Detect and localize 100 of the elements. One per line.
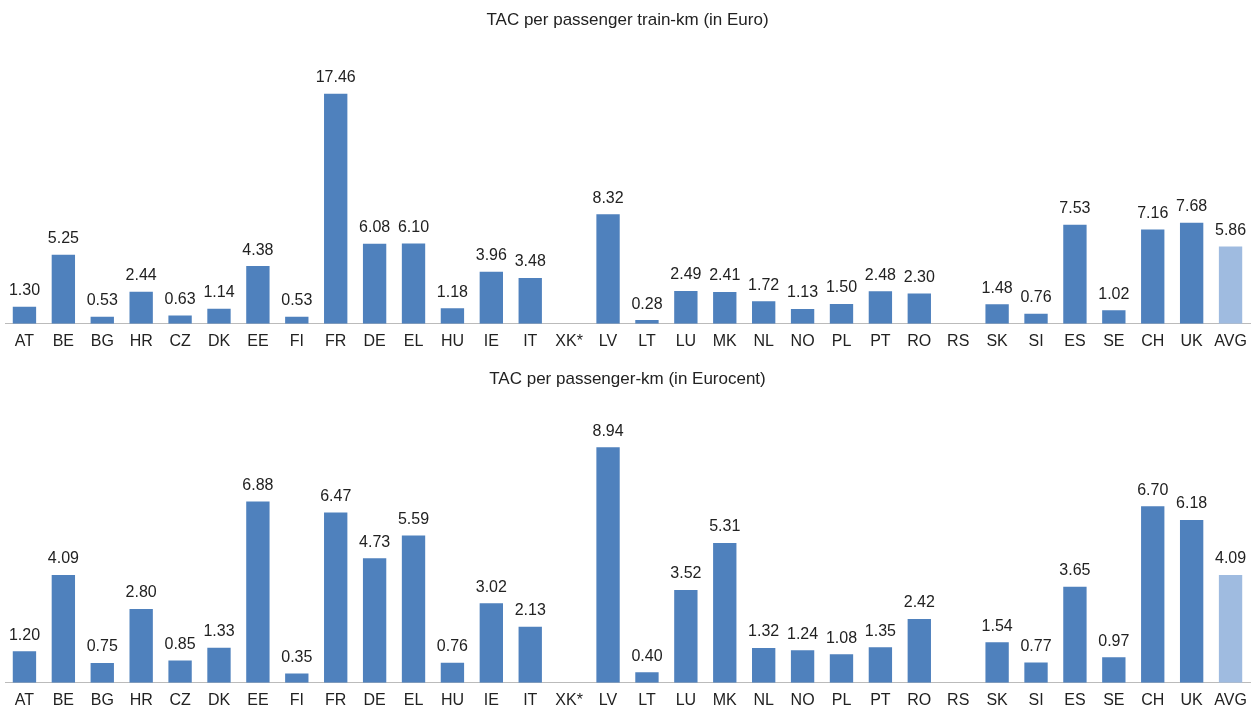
data-label: 3.65: [1059, 561, 1091, 579]
bar: [362, 243, 387, 324]
x-tick-label: AVG: [1214, 331, 1247, 349]
x-tick-label: XK*: [555, 690, 583, 708]
bar: [90, 663, 114, 683]
bar: [596, 447, 620, 683]
x-tick-label: EL: [403, 690, 424, 708]
chart-title: TAC per passenger-km (in Eurocent): [489, 368, 766, 388]
x-tick-label: HR: [129, 331, 153, 349]
x-tick-label: BE: [52, 690, 75, 708]
data-label: 1.30: [8, 281, 41, 299]
x-tick-label: UK: [1180, 690, 1204, 708]
bar: [790, 308, 815, 324]
bar: [207, 308, 231, 324]
x-tick-label: RS: [947, 331, 970, 349]
data-label: 0.40: [631, 646, 663, 664]
x-tick-label: FI: [289, 331, 304, 349]
x-tick-label: CH: [1141, 331, 1165, 349]
bar: [518, 277, 542, 324]
x-tick-label: EE: [247, 331, 269, 349]
x-tick-label: HR: [129, 690, 153, 708]
x-tick-label: BG: [90, 331, 114, 349]
bar: [1179, 222, 1204, 324]
bar: [1179, 520, 1204, 683]
x-tick-label: SE: [1103, 331, 1125, 349]
bar: [362, 558, 387, 683]
x-tick-label: NO: [790, 690, 815, 708]
x-tick-label: FR: [325, 331, 347, 349]
bar: [985, 642, 1009, 683]
data-label: 2.42: [903, 593, 935, 611]
bar: [51, 575, 76, 683]
bar: [713, 292, 737, 324]
bar: [246, 501, 270, 683]
bar: [1024, 313, 1048, 324]
data-label: 0.97: [1098, 631, 1130, 649]
bar: [207, 647, 231, 683]
data-label: 0.53: [281, 291, 313, 309]
bar: [752, 301, 776, 324]
bar: [868, 291, 893, 324]
x-tick-label: NL: [753, 331, 774, 349]
x-tick-label: PL: [831, 690, 852, 708]
data-label: 6.70: [1137, 480, 1169, 498]
bar: [674, 590, 698, 683]
data-label: 1.33: [203, 622, 235, 640]
x-tick-label: PL: [831, 331, 852, 349]
data-label: 5.25: [47, 229, 80, 247]
data-label: 1.54: [981, 616, 1013, 634]
data-label: 2.44: [125, 266, 157, 284]
bar: [1141, 506, 1165, 683]
x-tick-label: FR: [325, 690, 347, 708]
bar: [324, 93, 348, 324]
data-label: 1.13: [787, 283, 819, 301]
data-label: 0.63: [164, 289, 196, 307]
data-label: 0.77: [1020, 636, 1052, 654]
x-tick-label: NO: [790, 331, 815, 349]
data-label: 17.46: [315, 68, 356, 86]
x-tick-label: HU: [440, 331, 464, 349]
x-tick-label: IE: [483, 331, 499, 349]
data-label: 5.59: [397, 509, 430, 527]
bar: [1141, 229, 1165, 324]
data-label: 2.49: [670, 265, 702, 283]
data-label: 2.48: [864, 265, 897, 283]
data-label: 1.24: [787, 624, 819, 642]
bar: [51, 254, 76, 324]
data-label: 3.52: [670, 564, 702, 582]
data-label: 8.32: [592, 188, 624, 206]
data-label: 0.28: [631, 294, 663, 312]
x-tick-label: SI: [1028, 331, 1044, 349]
x-tick-label: BG: [90, 690, 114, 708]
bar: [713, 542, 737, 683]
bar: [479, 271, 503, 324]
data-label: 5.31: [709, 517, 741, 535]
bar: [12, 651, 37, 683]
bar: [324, 512, 348, 683]
data-label: 1.32: [748, 622, 780, 640]
x-tick-label: AT: [14, 331, 35, 349]
bar: [868, 647, 893, 683]
data-label: 7.68: [1176, 197, 1208, 215]
x-tick-label: DK: [207, 690, 231, 708]
data-label: 1.48: [981, 278, 1013, 296]
bar: [985, 304, 1009, 324]
data-label: 1.18: [436, 282, 469, 300]
data-label: 0.53: [86, 291, 118, 309]
x-tick-label: LT: [638, 331, 656, 349]
data-label: 6.08: [359, 218, 391, 236]
x-tick-label: CZ: [169, 331, 191, 349]
bar: [752, 648, 776, 683]
x-tick-label: BE: [52, 331, 75, 349]
x-tick-label: DK: [207, 331, 231, 349]
bar: [1024, 662, 1048, 683]
data-label: 1.02: [1098, 284, 1130, 302]
data-label: 4.09: [1214, 549, 1247, 567]
x-tick-label: EL: [403, 331, 424, 349]
x-tick-label: LV: [598, 690, 618, 708]
x-tick-label: NL: [753, 690, 774, 708]
data-label: 8.94: [592, 421, 624, 439]
x-tick-label: SI: [1028, 690, 1044, 708]
data-label: 7.16: [1137, 203, 1169, 221]
data-label: 6.88: [242, 475, 274, 493]
x-tick-label: RS: [947, 690, 970, 708]
